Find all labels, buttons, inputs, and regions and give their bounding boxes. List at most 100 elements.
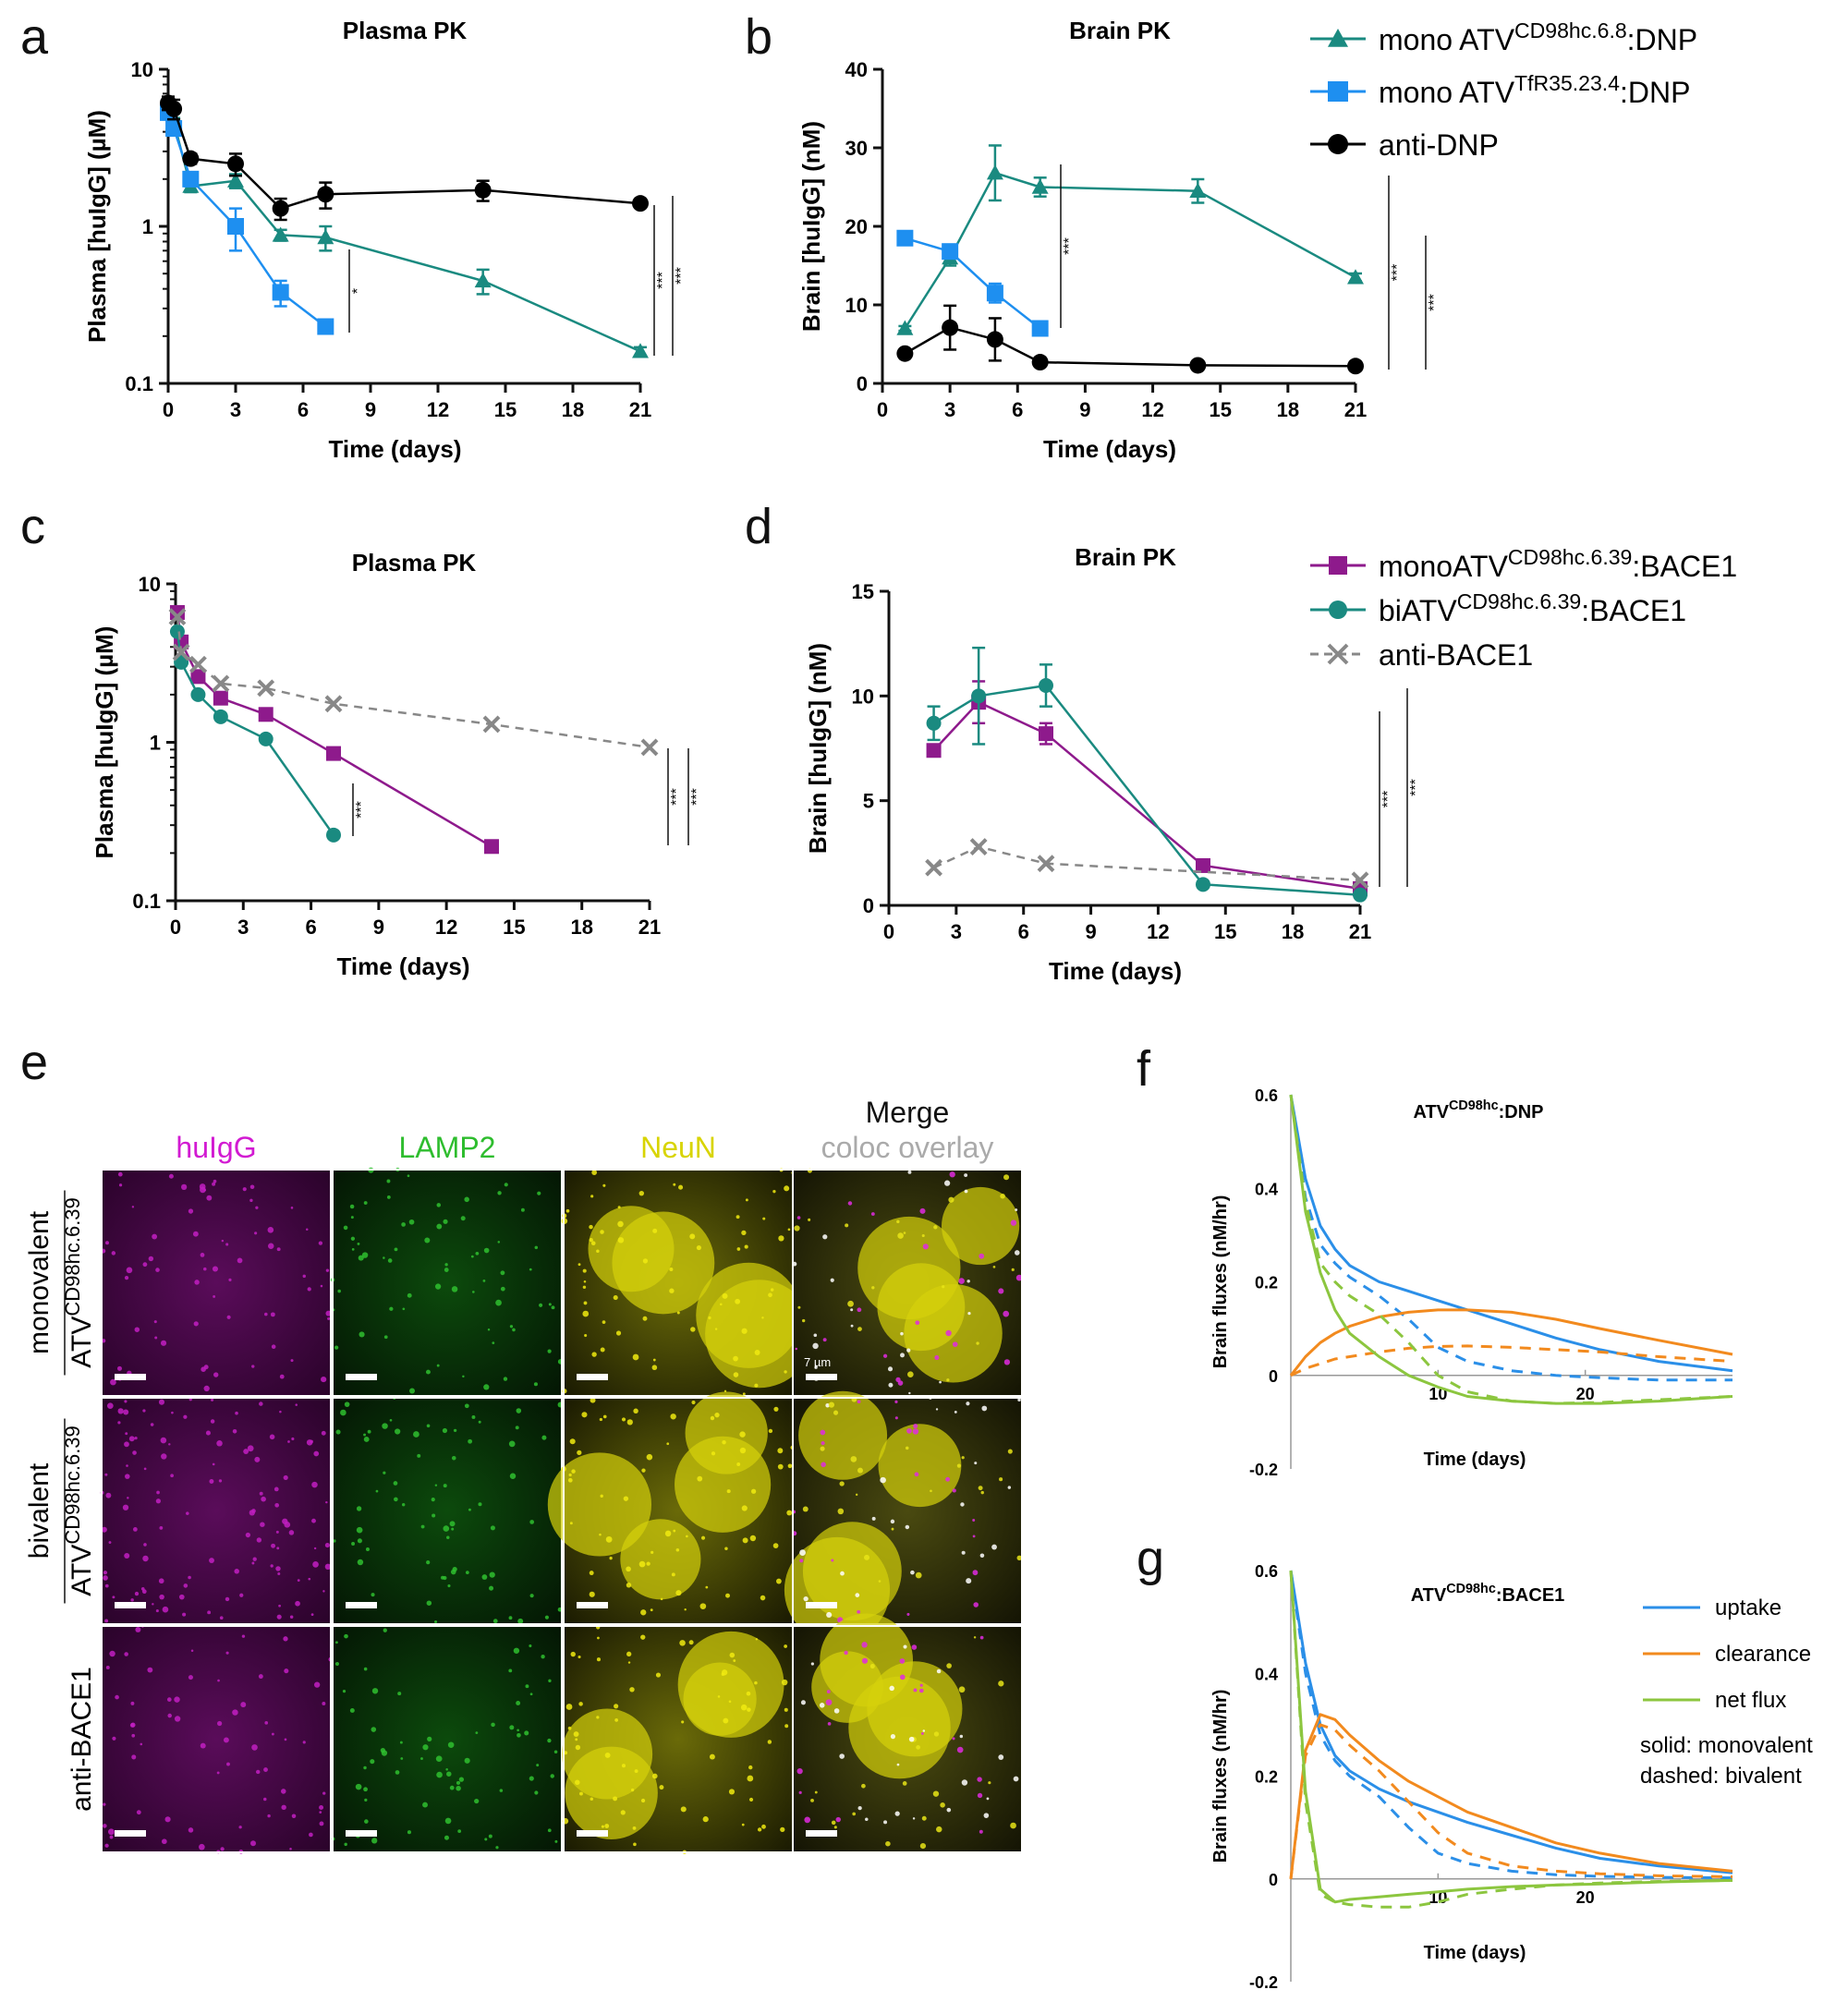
series-1 [1289, 1570, 1733, 1880]
signal-dot [216, 1720, 223, 1727]
signal-dot [741, 1230, 747, 1236]
signal-dot [495, 1846, 499, 1850]
signal-dot [583, 1280, 587, 1283]
signal-dot [207, 1610, 212, 1615]
micrograph-background [102, 1170, 331, 1396]
signal-dot [468, 1508, 471, 1511]
signal-dot [451, 1286, 458, 1292]
signal-dot [516, 1408, 522, 1413]
signal-dot [238, 1826, 242, 1829]
signal-dot [754, 1383, 759, 1388]
signal-dot [490, 1525, 495, 1531]
signal-dot [551, 1305, 555, 1310]
signal-dot [263, 1767, 268, 1772]
title-sup: CD98hc [1446, 1582, 1496, 1596]
signal-dot [363, 1201, 368, 1205]
signal-dot [640, 1798, 646, 1803]
signal-dot [684, 1608, 687, 1611]
x-tick-label: 6 [298, 398, 309, 421]
signal-dot [977, 1792, 983, 1799]
micrograph-0-2 [561, 1168, 814, 1397]
data-point [971, 688, 987, 704]
signal-dot [183, 1414, 188, 1419]
signal-dot [516, 1701, 521, 1705]
signal-dot [170, 1474, 174, 1478]
signal-dot [320, 1284, 323, 1288]
signal-dot [259, 1491, 263, 1496]
neuron-body [677, 1631, 784, 1738]
signal-dot [147, 1667, 153, 1673]
signal-dot [620, 1810, 626, 1815]
y-tick-label: 1 [150, 732, 161, 755]
signal-dot [417, 1453, 421, 1458]
signal-dot [956, 1463, 962, 1468]
signal-dot [768, 1428, 773, 1434]
signal-dot [325, 1500, 328, 1504]
series-2 [925, 838, 1369, 890]
signal-dot [444, 1263, 448, 1267]
signal-dot [232, 1709, 238, 1716]
data-point [168, 608, 187, 626]
signal-dot [321, 1376, 327, 1383]
signal-dot [495, 1299, 502, 1306]
y-tick-label: 15 [852, 580, 874, 603]
signal-dot [688, 1640, 694, 1645]
legend-marker [1329, 556, 1347, 575]
signal-dot [371, 1593, 375, 1597]
micrograph-background [102, 1398, 331, 1624]
signal-dot [289, 1615, 294, 1619]
signal-dot [900, 1331, 904, 1336]
signal-dot [123, 1409, 129, 1415]
signal-dot [613, 1295, 618, 1301]
signal-dot [633, 1842, 637, 1847]
signal-dot [515, 1426, 519, 1430]
signal-dot [274, 1486, 279, 1492]
signal-dot [524, 1730, 529, 1736]
signal-dot [700, 1535, 706, 1540]
signal-dot [491, 1722, 495, 1728]
signal-dot [124, 1441, 129, 1448]
series-0 [926, 680, 1368, 896]
signal-dot [270, 1312, 275, 1317]
data-point [986, 164, 1003, 180]
signal-dot [714, 1328, 718, 1330]
signal-dot [267, 1227, 274, 1233]
signal-dot [103, 1571, 108, 1575]
data-point [169, 604, 185, 620]
signal-dot [796, 1216, 801, 1219]
signal-dot [359, 1331, 365, 1338]
data-point [272, 200, 289, 217]
data-point [169, 624, 185, 639]
panel-letter-e: e [20, 1035, 48, 1090]
signal-dot [281, 1804, 286, 1811]
data-point [1037, 855, 1055, 873]
signal-dot [256, 1537, 262, 1543]
data-point [1347, 269, 1364, 285]
signal-dot [632, 1353, 639, 1361]
signal-dot [847, 1300, 854, 1307]
signal-dot [383, 1256, 385, 1259]
signal-dot [852, 1812, 857, 1816]
signal-dot [386, 1195, 391, 1199]
x-tick-label: 3 [237, 916, 249, 939]
signal-dot [979, 1553, 985, 1558]
signal-dot [821, 1462, 826, 1468]
legend-prefix: monoATV [1379, 550, 1509, 583]
signal-dot [111, 1251, 116, 1256]
signal-dot [160, 1437, 167, 1444]
signal-dot [104, 1241, 109, 1245]
signal-dot [883, 1820, 888, 1825]
significance-label: *** [1062, 237, 1077, 255]
chart-title: ATVCD98hc:DNP [1414, 1098, 1544, 1122]
signal-dot [1016, 1555, 1022, 1561]
signal-dot [933, 1731, 940, 1737]
signal-dot [1011, 1268, 1015, 1271]
signal-dot [290, 1207, 294, 1209]
signal-dot [991, 1544, 997, 1550]
signal-dot [541, 1655, 545, 1659]
signal-dot [723, 1717, 729, 1724]
signal-dot [475, 1251, 480, 1256]
signal-dot [276, 1247, 281, 1252]
signal-dot [443, 1219, 448, 1224]
signal-dot [112, 1736, 116, 1741]
